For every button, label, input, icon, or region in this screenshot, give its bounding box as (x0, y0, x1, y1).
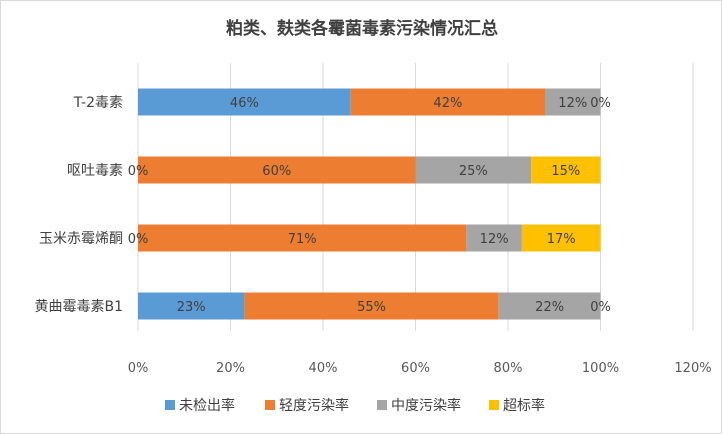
bar-segment (415, 156, 532, 184)
bar-segment (531, 156, 601, 184)
data-label: 42% (433, 96, 462, 111)
data-label: 12% (480, 232, 509, 247)
data-label: 0% (128, 164, 149, 179)
legend-label: 轻度污染率 (279, 397, 349, 414)
category-label: 玉米赤霉烯酮 (39, 231, 123, 247)
x-tick-label: 100% (582, 361, 619, 376)
bar-segment (466, 224, 522, 252)
bar-segment (244, 292, 499, 320)
bar-segment (521, 224, 601, 252)
legend: 未检出率 轻度污染率 中度污染率 超标率 (165, 397, 545, 414)
data-label: 0% (590, 96, 611, 111)
bar-segment (498, 292, 601, 320)
data-label: 60% (262, 164, 291, 179)
bar-segment (138, 224, 467, 252)
data-label: 17% (547, 232, 576, 247)
legend-swatch (489, 400, 499, 410)
data-label: 0% (590, 300, 611, 315)
chart-title: 粕类、麸类各霉菌毒素污染情况汇总 (226, 18, 498, 39)
data-label: 55% (357, 300, 386, 315)
category-label: 呕吐毒素 (67, 163, 123, 179)
x-tick-label: 60% (401, 361, 430, 376)
data-label: 22% (535, 300, 564, 315)
data-labels: 46% 42% 12% 0%0% 60% 25% 15%0% 71% 12% 17%23% 55% 2… (128, 96, 611, 315)
legend-swatch (377, 400, 387, 410)
x-tick-label: 80% (494, 361, 523, 376)
legend-label: 中度污染率 (391, 397, 461, 414)
bar-segment (545, 88, 601, 116)
data-label: 12% (558, 96, 587, 111)
category-label: T-2毒素 (73, 95, 123, 111)
data-label: 71% (288, 232, 317, 247)
data-label: 0% (128, 232, 149, 247)
value-axis: 0% 20% 40% 60% 80% 100% 120% (128, 361, 712, 376)
bar-segment (138, 292, 245, 320)
category-label: 黄曲霉毒素B1 (34, 298, 123, 315)
x-tick-label: 40% (309, 361, 338, 376)
data-label: 25% (459, 164, 488, 179)
data-label: 46% (230, 96, 259, 111)
legend-swatch (265, 400, 275, 410)
bar-segment (138, 156, 416, 184)
legend-swatch (165, 400, 175, 410)
bar-segment (350, 88, 545, 116)
data-label: 15% (551, 164, 580, 179)
bars (138, 88, 601, 320)
legend-label: 超标率 (503, 397, 545, 414)
x-tick-label: 0% (128, 361, 149, 376)
x-tick-label: 20% (216, 361, 245, 376)
bar-segment (138, 88, 351, 116)
legend-label: 未检出率 (179, 397, 235, 414)
data-label: 23% (177, 300, 206, 315)
x-tick-label: 120% (674, 361, 711, 376)
